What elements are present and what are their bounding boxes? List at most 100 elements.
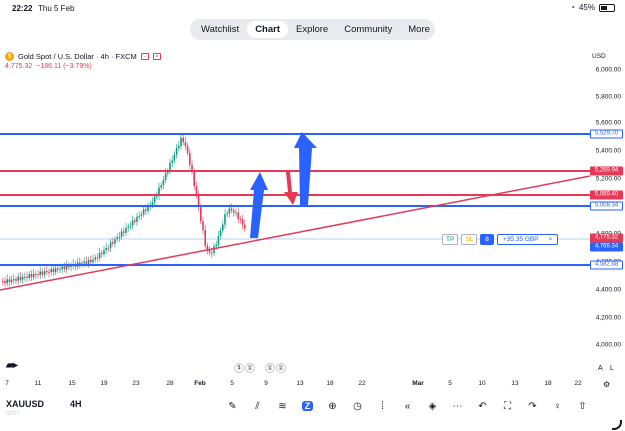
candle [140,214,143,216]
candle [112,242,114,244]
log-scale-button[interactable]: L [610,365,614,372]
time-tick: 22 [358,380,366,387]
candle [13,279,15,281]
candle [83,261,85,264]
candle [8,279,11,283]
status-bar: 22:22 Thu 5 Feb ◔ 45% [0,0,625,16]
candle [37,274,39,276]
time-axis[interactable]: 7 11 15 19 23 28 Feb 5 9 13 18 22 Mar 5 10 13 18 22 [0,378,590,390]
candle [237,212,239,220]
tab-more[interactable]: More [408,24,430,35]
fullscreen-icon[interactable]: ⛶ [504,400,511,412]
price-level-label[interactable]: 5,008.34 [590,201,623,211]
plus-icon[interactable]: ⊕ [328,400,337,412]
us-flag-icon[interactable]: 🇺 [276,363,286,373]
time-tick: 5 [230,380,234,387]
auto-scale-button[interactable]: A [598,365,603,372]
equals-icon[interactable]: = [152,53,161,60]
pencil-icon[interactable]: ✎ [228,400,237,412]
candle [153,196,156,203]
take-profit-button[interactable]: TP [442,234,459,245]
time-tick: 18 [326,380,334,387]
currency-label[interactable]: USD [592,53,606,60]
candle [189,152,191,165]
price-change: −186.11 (−3.79%) [36,63,92,70]
position-pnl[interactable]: +35.35 GBP × [496,234,559,245]
clock-icon[interactable]: ◷ [353,400,362,412]
candle [215,244,217,247]
timeframe-button[interactable]: 4H [70,399,82,409]
symbol-header[interactable]: $ Gold Spot / U.S. Dollar · 4h · FXCM − … [5,52,161,61]
position-quantity[interactable]: 8 [480,234,494,245]
price-level-label[interactable]: 5,269.94 [590,166,623,176]
candle [208,250,211,253]
candle [98,252,101,259]
candle [85,261,88,264]
share-icon[interactable]: ⇧ [578,400,587,412]
replay-icon[interactable]: « [404,400,411,412]
economic-events-3[interactable]: 🇺 [276,363,286,373]
candle [204,229,206,246]
candle [4,281,6,284]
redo-icon[interactable]: ↷ [528,400,537,412]
time-tick: 13 [511,380,519,387]
candle [10,279,13,283]
candle [116,237,118,240]
price-tick: 5,800.00 [595,93,621,101]
price-tick: 4,000.00 [595,341,621,349]
compare-icon[interactable]: ≋ [278,400,287,412]
candle [244,224,246,229]
symbol-button[interactable]: XAUUSD [6,399,45,409]
tab-explore[interactable]: Explore [296,24,329,35]
lightbulb-icon[interactable]: ♀ [553,400,562,412]
top-nav: Watchlist Chart Explore Community More [190,19,435,40]
price-level-label[interactable]: 4,582.68 [590,260,623,270]
candles-icon[interactable]: ⁞ [381,400,384,412]
price-tick: 4,200.00 [595,314,621,322]
price-level-label[interactable]: 4,769.34 [590,242,623,252]
minus-icon[interactable]: − [140,53,149,60]
us-flag-icon[interactable]: 🇺 [245,363,255,373]
battery-icon [599,3,615,12]
candle [114,239,116,244]
more-icon[interactable]: ⋯ [452,400,463,412]
candle [118,236,121,238]
candle [96,257,99,259]
candle [68,265,70,268]
time-tick: 9 [264,380,268,387]
stop-loss-button[interactable]: SL [461,234,478,245]
candle [191,164,193,172]
economic-events-2[interactable]: 🇺 [265,363,275,373]
gear-icon[interactable]: ⚙ [603,380,611,389]
layers-icon[interactable]: ◈ [428,400,437,412]
price-level-label[interactable]: 5,089.40 [590,190,623,200]
tab-chart[interactable]: Chart [247,21,288,38]
price-level-label[interactable]: 5,529.70 [590,129,623,139]
candle [15,279,17,281]
up-arrow[interactable] [294,132,317,205]
indicators-icon[interactable]: ⫽ [255,400,260,412]
undo-icon[interactable]: ↶ [478,400,487,412]
price-tick: 5,200.00 [595,175,621,183]
tab-community[interactable]: Community [344,24,393,35]
economic-events[interactable]: $ 🇺 [234,363,255,373]
up-arrow[interactable] [250,172,268,238]
tab-watchlist[interactable]: Watchlist [201,24,240,35]
candle [230,208,233,211]
alert-icon[interactable]: Z [295,397,320,415]
price-axis[interactable]: 6,000.00 5,800.00 5,600.00 5,400.00 5,200.00… [592,60,625,380]
candle [158,187,160,196]
candle [134,220,136,222]
candle [109,242,112,248]
trend-line[interactable] [0,175,591,291]
time-tick: 19 [100,380,108,387]
event-dollar-icon[interactable]: $ [234,363,244,373]
close-position-icon[interactable]: × [548,236,553,243]
battery-percent: 45% [578,3,595,12]
candles [2,133,246,288]
candle [197,195,200,208]
down-arrow[interactable] [284,172,298,205]
us-flag-icon[interactable]: 🇺 [265,363,275,373]
price-level-label[interactable]: 4,775.32 [590,233,623,243]
